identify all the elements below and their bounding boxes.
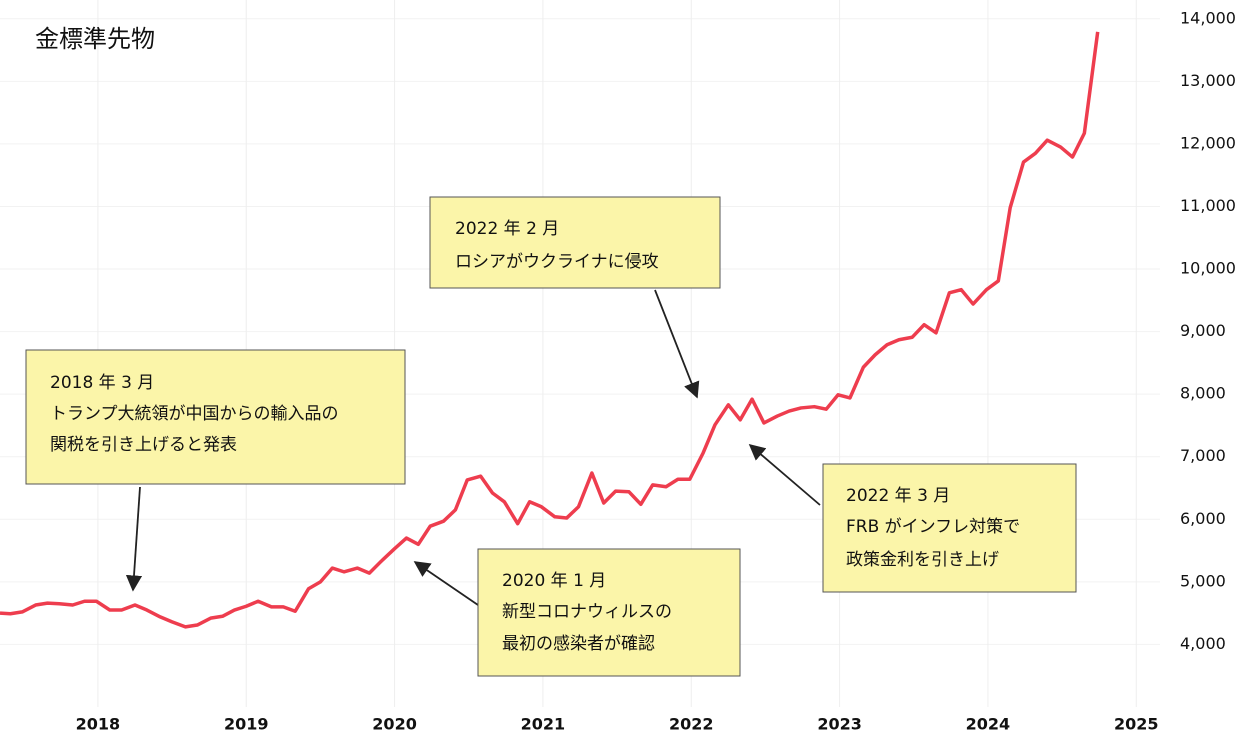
- annotation-arrow: [125, 486, 143, 592]
- y-tick-label: 7,000: [1180, 446, 1226, 465]
- y-tick-label: 5,000: [1180, 571, 1226, 590]
- x-tick-label: 2025: [1114, 715, 1159, 734]
- x-tick-label: 2022: [669, 715, 714, 734]
- annotation-box: [429, 196, 721, 289]
- annotation-text: トランプ大統領が中国からの輸入品の: [50, 404, 339, 424]
- y-tick-label: 12,000: [1180, 133, 1236, 152]
- annotation-text: 最初の感染者が確認: [502, 634, 655, 654]
- annotation-text: 2020 年 1 月: [502, 571, 606, 591]
- annotation-text: FRB がインフレ対策で: [846, 517, 1020, 537]
- x-tick-label: 2023: [817, 715, 862, 734]
- annotation-text: 新型コロナウィルスの: [502, 602, 672, 622]
- x-tick-label: 2019: [224, 715, 269, 734]
- y-tick-label: 13,000: [1180, 71, 1236, 90]
- annotation-text: 政策金利を引き上げ: [846, 550, 999, 570]
- annotation-arrow: [413, 561, 479, 606]
- chart-title: 金標準先物: [35, 25, 155, 53]
- y-tick-label: 14,000: [1180, 8, 1236, 27]
- annotation-text: 2022 年 3 月: [846, 486, 950, 506]
- annotation-text: 2022 年 2 月: [455, 219, 559, 239]
- x-tick-label: 2024: [966, 715, 1011, 734]
- annotation-box: [25, 349, 406, 485]
- annotation-text: ロシアがウクライナに侵攻: [455, 252, 659, 272]
- x-tick-label: 2018: [76, 715, 121, 734]
- line: [0, 31, 1100, 629]
- y-tick-label: 11,000: [1180, 196, 1236, 215]
- annotation-text: 2018 年 3 月: [50, 373, 154, 393]
- y-tick-label: 4,000: [1180, 634, 1226, 653]
- annotation-arrow: [748, 443, 821, 506]
- annotation-arrow: [654, 289, 700, 399]
- y-tick-label: 10,000: [1180, 259, 1236, 278]
- y-tick-label: 6,000: [1180, 509, 1226, 528]
- x-tick-label: 2021: [521, 715, 566, 734]
- annotation-text: 関税を引き上げると発表: [50, 435, 237, 455]
- y-tick-label: 8,000: [1180, 384, 1226, 403]
- y-tick-label: 9,000: [1180, 321, 1226, 340]
- annotation-box: [822, 463, 1077, 593]
- x-tick-label: 2020: [372, 715, 417, 734]
- annotation-box: [477, 548, 741, 677]
